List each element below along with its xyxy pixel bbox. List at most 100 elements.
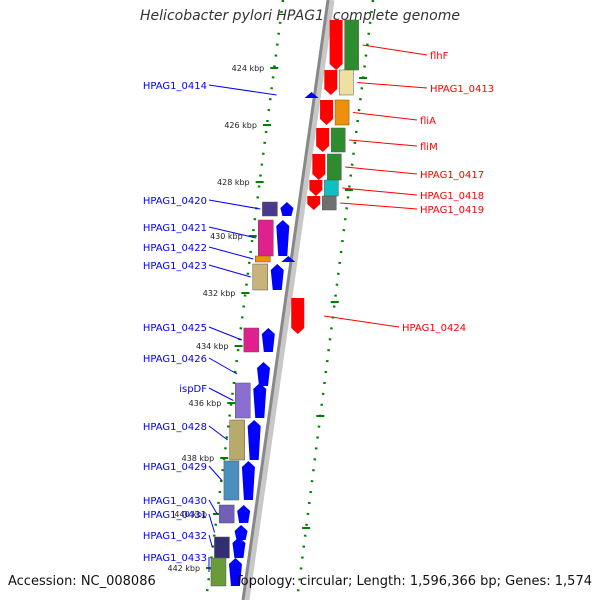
forward-gene-arrow[interactable] xyxy=(234,525,248,540)
forward-gene-block[interactable] xyxy=(258,219,274,257)
reverse-gene-arrow[interactable] xyxy=(307,196,321,210)
reverse-gene-arrow[interactable] xyxy=(324,70,338,95)
forward-gene-label: HPAG1_0420 xyxy=(143,196,207,207)
reverse-gene-block[interactable] xyxy=(321,195,337,211)
forward-leader xyxy=(208,84,277,96)
reverse-gene-label: HPAG1_0417 xyxy=(420,170,484,181)
forward-gene-arrow[interactable] xyxy=(281,256,296,262)
reverse-leader xyxy=(324,315,400,328)
forward-gene-label: ispDF xyxy=(179,384,207,395)
tick-label: 424 kbp xyxy=(232,64,265,73)
reverse-leader xyxy=(342,187,418,196)
forward-gene-arrow[interactable] xyxy=(261,328,275,352)
backbone-line xyxy=(241,0,330,600)
forward-gene-arrow[interactable] xyxy=(241,461,255,500)
forward-gene-arrow[interactable] xyxy=(247,420,261,460)
reverse-gene-block[interactable] xyxy=(344,19,359,71)
forward-leader xyxy=(208,264,251,278)
forward-gene-label: HPAG1_0421 xyxy=(143,223,207,234)
gene-labels: HPAG1_0414 HPAG1_0420 HPAG1_0421 HPAG1_0422… xyxy=(143,44,494,573)
forward-gene-arrow[interactable] xyxy=(280,202,294,216)
reverse-gene-arrow[interactable] xyxy=(320,100,334,125)
forward-gene-label: HPAG1_0414 xyxy=(143,81,207,92)
reverse-gene-arrow[interactable] xyxy=(316,128,330,152)
reverse-leader xyxy=(357,82,428,89)
forward-gene-block[interactable] xyxy=(214,536,230,559)
reverse-leader xyxy=(349,139,418,147)
forward-leader xyxy=(208,387,234,401)
reverse-gene-block[interactable] xyxy=(327,153,342,181)
reverse-leader xyxy=(340,202,418,210)
forward-gene-block[interactable] xyxy=(223,460,240,501)
forward-gene-label: HPAG1_0429 xyxy=(143,462,207,473)
forward-gene-label: HPAG1_0430 xyxy=(143,496,207,507)
topology-text: Topology: circular; Length: 1,596,366 bp… xyxy=(234,574,592,589)
tick-label: 442 kbp xyxy=(167,564,200,573)
forward-gene-arrow[interactable] xyxy=(232,537,246,558)
tick-label: 438 kbp xyxy=(182,454,215,463)
forward-gene-block[interactable] xyxy=(218,504,235,524)
reverse-gene-arrow[interactable] xyxy=(291,298,305,334)
forward-gene-block[interactable] xyxy=(262,201,278,217)
forward-gene-arrow[interactable] xyxy=(237,505,251,523)
forward-leader xyxy=(208,534,213,548)
forward-gene-arrow[interactable] xyxy=(257,362,271,386)
forward-leader xyxy=(208,513,216,533)
reverse-gene-label: HPAG1_0424 xyxy=(402,323,466,334)
forward-leader xyxy=(208,499,218,515)
reverse-leader xyxy=(353,112,418,121)
forward-strand xyxy=(210,92,319,587)
reverse-gene-label: HPAG1_0419 xyxy=(420,205,484,216)
forward-leader xyxy=(208,199,261,210)
forward-gene-label: HPAG1_0423 xyxy=(143,261,207,272)
guide-dots xyxy=(295,0,375,600)
reverse-gene-block[interactable] xyxy=(330,127,346,153)
forward-gene-arrow[interactable] xyxy=(253,383,267,418)
forward-leader xyxy=(208,226,257,239)
forward-gene-arrow[interactable] xyxy=(304,92,319,98)
tick-label: 426 kbp xyxy=(224,121,257,130)
reverse-leader xyxy=(345,166,418,175)
reverse-gene-label: fliA xyxy=(420,116,436,127)
reverse-leader xyxy=(362,44,428,56)
forward-gene-arrow[interactable] xyxy=(228,558,242,586)
forward-gene-label: HPAG1_0428 xyxy=(143,422,207,433)
forward-gene-label: HPAG1_0422 xyxy=(143,243,207,254)
reverse-gene-block[interactable] xyxy=(324,179,339,197)
forward-gene-block[interactable] xyxy=(255,255,271,263)
forward-leader xyxy=(208,357,238,375)
forward-gene-block[interactable] xyxy=(252,263,269,291)
reverse-gene-label: HPAG1_0413 xyxy=(430,84,494,95)
forward-gene-label: HPAG1_0431 xyxy=(143,510,207,521)
reverse-gene-arrow[interactable] xyxy=(312,154,326,180)
map-title: Helicobacter pylori HPAG1, complete geno… xyxy=(140,8,460,24)
reverse-gene-arrow[interactable] xyxy=(309,180,323,196)
forward-leader xyxy=(208,425,228,441)
tick-label: 440 kbp xyxy=(174,510,207,519)
forward-gene-block[interactable] xyxy=(229,419,245,461)
tick-label: 430 kbp xyxy=(210,232,243,241)
forward-gene-block[interactable] xyxy=(243,327,260,353)
forward-gene-label: HPAG1_0426 xyxy=(143,354,207,365)
forward-gene-label: HPAG1_0425 xyxy=(143,323,207,334)
backbone-shadow xyxy=(242,0,335,600)
forward-leader xyxy=(208,326,243,341)
reverse-gene-block[interactable] xyxy=(334,99,350,126)
forward-gene-arrow[interactable] xyxy=(276,220,290,256)
reverse-gene-arrow[interactable] xyxy=(329,20,343,70)
backbone xyxy=(241,0,335,600)
reverse-gene-block[interactable] xyxy=(339,69,354,96)
forward-gene-label: HPAG1_0432 xyxy=(143,531,207,542)
tick-dot-lines xyxy=(204,0,375,600)
forward-gene-block[interactable] xyxy=(210,557,227,587)
tick-label: 436 kbp xyxy=(189,399,222,408)
reverse-strand xyxy=(291,19,359,334)
forward-gene-arrow[interactable] xyxy=(270,264,284,290)
reverse-gene-label: fliM xyxy=(420,142,438,153)
accession-text: Accession: NC_008086 xyxy=(8,574,156,589)
reverse-gene-label: flhF xyxy=(430,51,449,62)
forward-gene-block[interactable] xyxy=(235,382,251,419)
forward-leader xyxy=(208,246,254,260)
guide-dots xyxy=(204,0,285,600)
